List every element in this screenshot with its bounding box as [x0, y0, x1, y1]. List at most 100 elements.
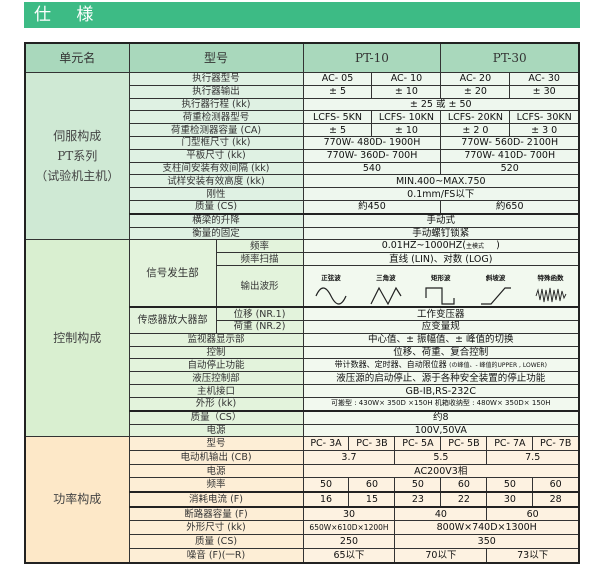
cell: 中心值、± 振幅值、± 峰值的切换: [302, 332, 580, 347]
auto-stop-value: 带计数器、定时器、自动限位器: [334, 360, 447, 370]
header-model: 型号: [128, 42, 304, 73]
row-label: 荷重 (NR.2): [215, 319, 304, 334]
row-label: 主机接口: [128, 384, 304, 398]
cell: 30: [486, 491, 534, 508]
cell: 5.5: [394, 450, 488, 465]
cell: 60: [486, 505, 580, 522]
unit-line: 伺服构成: [53, 129, 102, 144]
table-row: 传感器放大器部 位移 (NR.1) 工作变压器: [25, 306, 580, 334]
row-label: 频率: [215, 239, 304, 254]
freq-note: 主模式: [466, 243, 485, 251]
cell: LCFS- 20KN: [440, 110, 511, 125]
cell: AC- 30: [509, 72, 580, 86]
row-label: 质量（CS）: [128, 409, 304, 425]
square-wave-icon: [425, 287, 455, 305]
cell: ± 10: [371, 123, 442, 137]
row-label: 断路器容量 (F): [128, 505, 304, 522]
cell: 15: [348, 491, 396, 508]
cell: 16: [302, 491, 350, 508]
table-row: 质量（CS） 约8: [25, 409, 580, 425]
cell: 540: [302, 161, 442, 176]
cell: 約450: [302, 199, 442, 215]
sensor-amp-label: 传感器放大器部: [128, 306, 217, 334]
cell: 73以下: [486, 547, 580, 564]
header-pt10: PT-10: [302, 42, 442, 73]
cell: 650W×610D×1200H: [302, 520, 396, 536]
cell: 0.1mm/FS以下: [302, 187, 580, 201]
triangle-wave-icon: [370, 286, 402, 306]
row-label: 输出波形: [215, 265, 304, 308]
table-row: 频率 50 60 50 60 50 60: [25, 477, 580, 493]
table-row: 横梁的升降 手动式: [25, 212, 580, 228]
servo-unit: 伺服构成 PT系列 （试验机主机）: [24, 71, 130, 241]
cell: AC- 05: [302, 72, 373, 86]
table-row: 消耗电流 (F) 16 15 23 22 30 28: [25, 491, 580, 508]
cell: PC- 7A: [486, 436, 534, 452]
cell: 位移、荷重、复合控制: [302, 345, 580, 360]
row-label: 消耗电流 (F): [128, 491, 304, 508]
special-function-wave-icon: [535, 288, 566, 303]
cell: AC- 10: [371, 72, 442, 86]
wave-triangle: 三角波: [369, 273, 403, 306]
row-label: 支柱间安装有效间隔 (kk): [128, 161, 304, 176]
cell: 手动式: [302, 212, 580, 228]
control-unit: 控制构成: [24, 239, 130, 438]
row-label: 自动停止功能: [128, 358, 304, 373]
table-header: 单元名 型号 PT-10 PT-30: [24, 42, 580, 73]
table-row: 控制构成 信号发生部 频率 0.01HZ~1000HZ(主模式 ): [24, 239, 580, 438]
wave-square: 矩形波: [424, 273, 458, 306]
cell: 250: [302, 534, 396, 549]
wave-special: 特殊函数: [534, 273, 568, 306]
table-row: 自动停止功能 带计数器、定时器、自动限位器 (の峰值、- 峰值的UPPER , L…: [25, 358, 580, 373]
table-row: 控制 位移、荷重、复合控制: [25, 345, 580, 360]
table-row: 断路器容量 (F) 30 40 60: [25, 505, 580, 522]
cell: LCFS- 30KN: [509, 110, 580, 125]
cell: 约8: [302, 409, 580, 425]
cell: 50: [394, 477, 442, 493]
cell: 0.01HZ~1000HZ(主模式 ): [302, 239, 580, 254]
header-unit: 单元名: [24, 42, 130, 73]
header-pt30: PT-30: [440, 42, 580, 73]
cell: ± 30: [509, 84, 580, 99]
table-row: 功率构成 型号 PC- 3A PC- 3B PC- 5A PC- 5B PC- 7A PC…: [24, 436, 580, 564]
row-label: 质量 (CS): [128, 534, 304, 549]
row-label: 液压控制部: [128, 371, 304, 386]
row-label: 衡量的固定: [128, 226, 304, 241]
cell: 手动螺钉锁紧: [302, 226, 580, 241]
cell: 30: [302, 505, 396, 522]
cell: ± 10: [371, 84, 442, 99]
table-row: 外形尺寸 (kk) 650W×610D×1200H 800W×740D×1300H: [25, 520, 580, 536]
freq-value: 0.01HZ~1000HZ(: [381, 240, 466, 252]
row-label: 刚性: [128, 187, 304, 201]
wave-label: 斜坡波: [485, 274, 506, 283]
row-label: 位移 (NR.1): [215, 306, 304, 321]
cell: AC200V3相: [302, 463, 580, 479]
ramp-wave-icon: [480, 287, 511, 305]
unit-line: （试验机主机）: [35, 169, 120, 184]
wave-sine: 正弦波: [314, 273, 348, 306]
table-row: 平板尺寸 (kk) 770W- 360D- 700H 770W- 410D- 700…: [25, 148, 580, 163]
table-row: 外形 (kk) 可搬型 : 430W× 350D ×150H 机箱收纳型 : 48…: [25, 396, 580, 412]
row-label: 电动机输出 (CB): [128, 450, 304, 465]
row-label: 平板尺寸 (kk): [128, 148, 304, 163]
row-label: 荷重检测器型号: [128, 110, 304, 125]
unit-line: PT系列: [57, 149, 98, 164]
spec-table: 单元名 型号 PT-10 PT-30 伺服构成 PT系列 （试验机主机） 执行器型号…: [24, 42, 580, 564]
cell: ± 25 或 ± 50: [302, 97, 580, 112]
cell: 60: [440, 477, 488, 493]
cell: 350: [394, 534, 580, 549]
row-label: 频率: [128, 477, 304, 493]
cell: 22: [440, 491, 488, 508]
row-label: 执行器型号: [128, 72, 304, 86]
cell: PC- 5A: [394, 436, 442, 452]
wave-label: 特殊函数: [537, 274, 564, 283]
table-row: 电动机输出 (CB) 3.7 5.5 7.5: [25, 450, 580, 465]
cell: 50: [302, 477, 350, 493]
cell: LCFS- 5KN: [302, 110, 373, 125]
row-label: 电源: [128, 423, 304, 438]
cell: GB-IB,RS-232C: [302, 384, 580, 398]
row-label: 质量 (CS): [128, 199, 304, 215]
cell: 520: [440, 161, 580, 176]
freq-paren: ): [496, 240, 500, 252]
table-row: 荷重检测器容量 (CA) ± 5 ± 10 ± 2 0 ± 3 0: [25, 123, 580, 137]
